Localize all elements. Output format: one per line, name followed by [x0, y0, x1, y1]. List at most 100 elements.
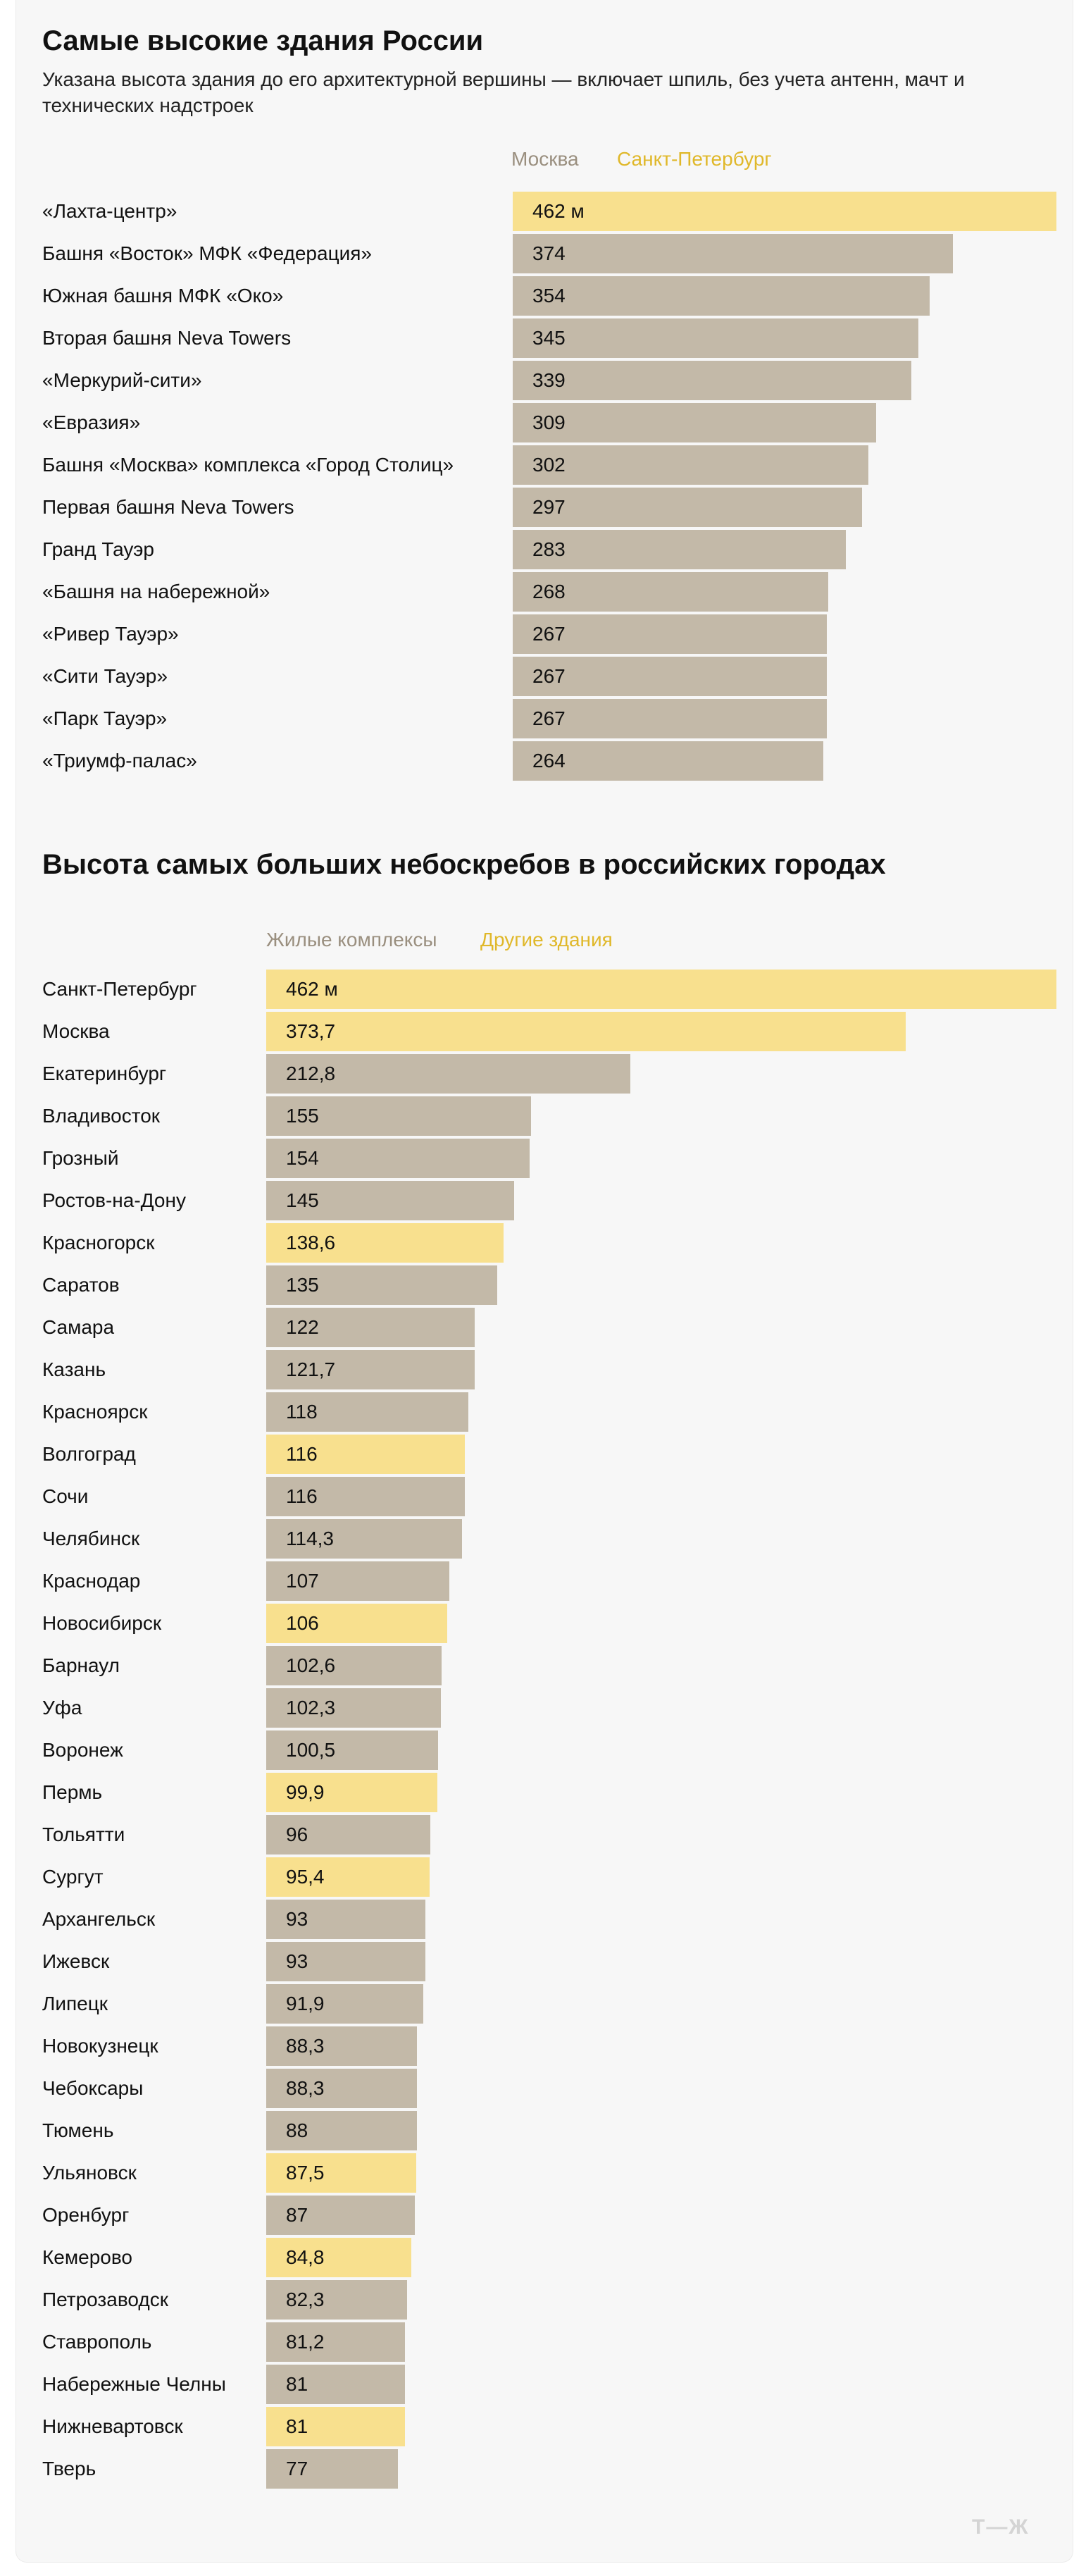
legend-other: Другие здания: [480, 929, 613, 950]
city-value-label: 122: [286, 1316, 319, 1338]
city-row: Сургут 95,4: [0, 1857, 1086, 1897]
city-category-label: Екатеринбург: [42, 1063, 167, 1084]
city-category-label: Красноярск: [42, 1401, 148, 1423]
city-category-label: Новокузнецк: [42, 2035, 158, 2057]
city-category-label: Тольятти: [42, 1823, 125, 1845]
city-row: Воронеж 100,5: [0, 1730, 1086, 1770]
building-category-label: «Меркурий-сити»: [42, 369, 202, 391]
legend-moscow: Москва: [511, 148, 579, 170]
city-value-label: 462 м: [286, 978, 338, 1000]
city-category-label: Уфа: [42, 1697, 82, 1719]
city-category-label: Нижневартовск: [42, 2415, 183, 2437]
city-category-label: Санкт-Петербург: [42, 978, 197, 1000]
city-value-label: 84,8: [286, 2246, 325, 2268]
city-category-label: Новосибирск: [42, 1612, 162, 1634]
city-row: Архангельск 93: [0, 1900, 1086, 1939]
city-value-label: 155: [286, 1105, 319, 1127]
city-value-label: 87: [286, 2204, 308, 2226]
city-value-label: 145: [286, 1189, 319, 1211]
city-value-label: 77: [286, 2458, 308, 2479]
building-row: Южная башня МФК «Око» 354: [0, 276, 1086, 316]
building-category-label: «Сити Тауэр»: [42, 665, 168, 687]
city-bar: [266, 1139, 530, 1178]
city-bar: [266, 1900, 425, 1939]
building-bar: [513, 614, 827, 654]
city-row: Ростов-на-Дону 145: [0, 1181, 1086, 1220]
building-category-label: «Башня на набережной»: [42, 581, 270, 602]
city-category-label: Москва: [42, 1020, 110, 1042]
city-value-label: 106: [286, 1612, 319, 1634]
building-row: «Евразия» 309: [0, 403, 1086, 442]
city-bar: [266, 1730, 438, 1770]
city-value-label: 81: [286, 2415, 308, 2437]
building-value-label: 354: [532, 285, 566, 306]
building-value-label: 309: [532, 411, 566, 433]
building-row: «Сити Тауэр» 267: [0, 657, 1086, 696]
building-category-label: «Евразия»: [42, 411, 141, 433]
building-value-label: 339: [532, 369, 566, 391]
building-category-label: Башня «Восток» МФК «Федерация»: [42, 242, 372, 264]
city-category-label: Кемерово: [42, 2246, 132, 2268]
legend-residential: Жилые комплексы: [266, 929, 437, 950]
city-bar: [266, 1054, 630, 1094]
city-row: Сочи 116: [0, 1477, 1086, 1516]
city-value-label: 93: [286, 1908, 308, 1930]
city-value-label: 100,5: [286, 1739, 336, 1761]
city-bar: [266, 970, 1056, 1009]
building-bar: [513, 488, 862, 527]
city-bar: [266, 1688, 441, 1728]
city-bar: [266, 1223, 504, 1263]
city-row: Уфа 102,3: [0, 1688, 1086, 1728]
city-value-label: 87,5: [286, 2162, 325, 2184]
city-row: Пермь 99,9: [0, 1773, 1086, 1812]
city-category-label: Ижевск: [42, 1950, 110, 1972]
city-value-label: 96: [286, 1823, 308, 1845]
building-category-label: «Ривер Тауэр»: [42, 623, 179, 645]
city-value-label: 95,4: [286, 1866, 325, 1888]
city-bar: [266, 1435, 465, 1474]
city-bar: [266, 1561, 449, 1601]
city-category-label: Тверь: [42, 2458, 96, 2479]
city-category-label: Волгоград: [42, 1443, 136, 1465]
city-bar: [266, 1942, 425, 1981]
chart-2-title: Высота самых больших небоскребов в росси…: [42, 849, 886, 880]
building-value-label: 374: [532, 242, 566, 264]
city-value-label: 81,2: [286, 2331, 325, 2353]
city-category-label: Саратов: [42, 1274, 120, 1296]
building-value-label: 302: [532, 454, 566, 476]
chart-1-title: Самые высокие здания России: [42, 25, 484, 56]
city-value-label: 116: [286, 1485, 318, 1507]
city-category-label: Самара: [42, 1316, 115, 1338]
city-row: Краснодар 107: [0, 1561, 1086, 1601]
building-row: «Парк Тауэр» 267: [0, 699, 1086, 738]
city-row: Саратов 135: [0, 1265, 1086, 1305]
city-bar: [266, 1519, 462, 1559]
city-row: Екатеринбург 212,8: [0, 1054, 1086, 1094]
city-category-label: Ульяновск: [42, 2162, 137, 2184]
city-row: Грозный 154: [0, 1139, 1086, 1178]
city-category-label: Оренбург: [42, 2204, 130, 2226]
building-row: «Ривер Тауэр» 267: [0, 614, 1086, 654]
city-bar: [266, 1604, 447, 1643]
city-category-label: Воронеж: [42, 1739, 123, 1761]
city-row: Москва 373,7: [0, 1012, 1086, 1051]
city-row: Ставрополь 81,2: [0, 2322, 1086, 2362]
building-row: «Меркурий-сити» 339: [0, 361, 1086, 400]
building-bar: [513, 403, 876, 442]
building-value-label: 283: [532, 538, 566, 560]
building-row: «Лахта-центр» 462 м: [0, 192, 1086, 231]
city-bar: [266, 2322, 405, 2362]
city-bar: [266, 1181, 514, 1220]
city-row: Новосибирск 106: [0, 1604, 1086, 1643]
city-bar: [266, 1815, 430, 1854]
city-category-label: Ростов-на-Дону: [42, 1189, 186, 1211]
city-bar: [266, 1265, 497, 1305]
building-value-label: 267: [532, 623, 566, 645]
city-bar: [266, 2026, 417, 2066]
city-row: Липецк 91,9: [0, 1984, 1086, 2024]
city-bar: [266, 2196, 415, 2235]
city-row: Ульяновск 87,5: [0, 2153, 1086, 2193]
building-category-label: Южная башня МФК «Око»: [42, 285, 284, 306]
city-category-label: Красногорск: [42, 1232, 155, 1253]
city-bar: [266, 1096, 531, 1136]
